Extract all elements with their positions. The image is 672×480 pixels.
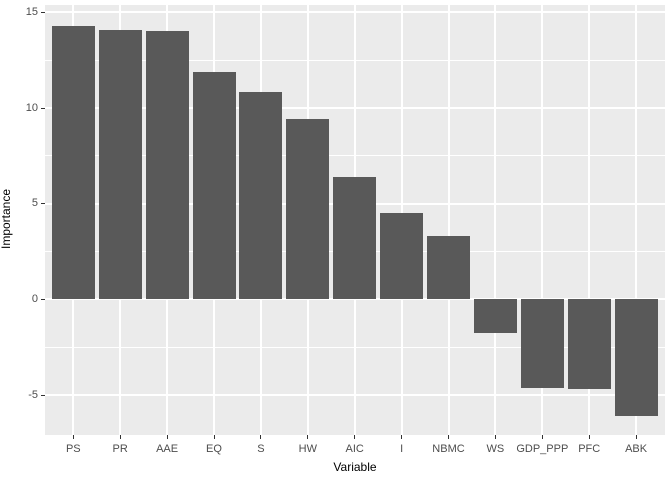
y-tick-label: -5 — [28, 388, 38, 401]
x-tick-label-GDP_PPP: GDP_PPP — [516, 443, 569, 455]
x-tick-mark — [307, 435, 309, 439]
bar-I — [380, 213, 424, 300]
x-tick-label-I: I — [400, 443, 404, 455]
x-tick-mark — [448, 435, 449, 439]
x-tick-label-HW: HW — [298, 443, 317, 455]
bar-HW — [286, 119, 330, 300]
y-tick-mark — [41, 11, 45, 13]
x-tick-mark — [494, 435, 496, 439]
y-tick-label: 5 — [31, 197, 38, 210]
x-axis-title: Variable — [333, 460, 377, 474]
x-tick-label-S: S — [257, 443, 265, 455]
x-tick-mark — [635, 435, 637, 439]
bar-NBMC — [427, 236, 470, 300]
x-major-gridline — [494, 5, 497, 435]
y-tick-mark — [41, 394, 45, 396]
x-tick-mark — [401, 435, 403, 439]
x-tick-mark — [72, 435, 74, 439]
bar-AIC — [333, 176, 377, 300]
bar-ABK — [614, 299, 658, 417]
x-tick-label-ABK: ABK — [625, 443, 648, 455]
x-tick-mark — [166, 435, 168, 439]
x-tick-label-NBMC: NBMC — [432, 443, 465, 455]
x-tick-label-PFC: PFC — [578, 443, 601, 455]
x-tick-mark — [354, 435, 356, 439]
bar-PS — [51, 25, 95, 300]
x-tick-label-AIC: AIC — [345, 443, 364, 455]
x-tick-label-AAE: AAE — [156, 443, 179, 455]
y-tick-mark — [41, 203, 45, 205]
x-tick-label-PR: PR — [112, 443, 128, 455]
bar-PFC — [567, 299, 611, 390]
bar-GDP_PPP — [520, 299, 564, 389]
y-tick-label: 15 — [25, 5, 38, 18]
bar-WS — [473, 299, 517, 333]
x-tick-mark — [541, 435, 543, 439]
x-tick-label-WS: WS — [486, 443, 505, 455]
plot-panel — [45, 5, 665, 435]
y-tick-mark — [41, 298, 45, 300]
x-major-gridline — [588, 5, 591, 435]
x-major-gridline — [635, 5, 638, 435]
x-tick-mark — [588, 435, 590, 439]
x-major-gridline — [541, 5, 544, 435]
y-tick-label: 0 — [31, 292, 38, 305]
bar-S — [239, 91, 283, 300]
x-tick-mark — [213, 435, 215, 439]
y-tick-mark — [41, 107, 45, 109]
bar-PR — [98, 29, 142, 300]
x-tick-mark — [119, 435, 121, 439]
x-tick-mark — [260, 435, 262, 439]
x-major-gridline — [447, 5, 450, 435]
y-tick-label: 10 — [25, 101, 38, 114]
x-tick-label-EQ: EQ — [206, 443, 222, 455]
bar-AAE — [145, 31, 189, 300]
bar-EQ — [192, 71, 236, 300]
x-tick-label-PS: PS — [65, 443, 81, 455]
